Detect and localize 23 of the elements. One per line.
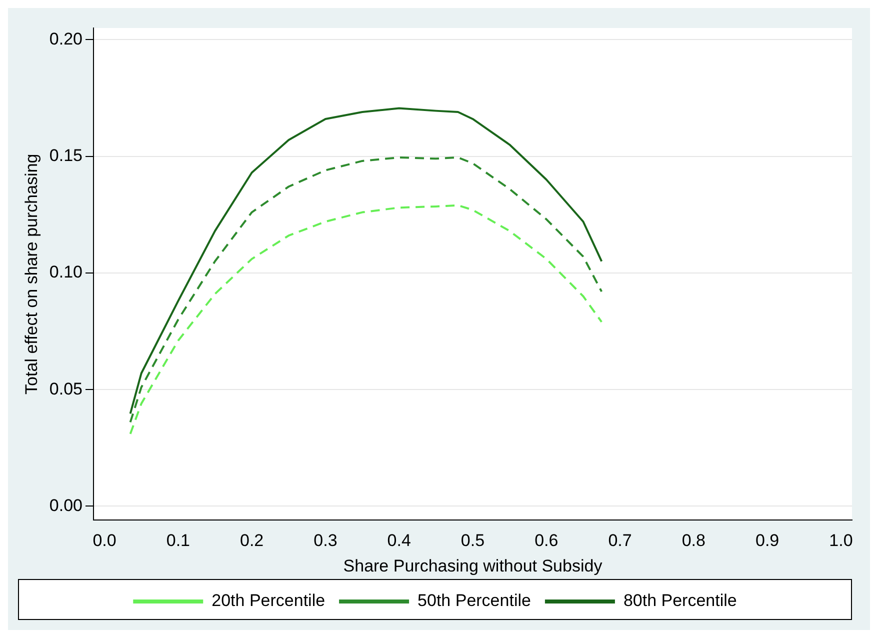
y-tick-label: 0.20 <box>49 29 82 48</box>
line-series <box>129 204 603 435</box>
x-tick-label: 0.1 <box>166 531 190 550</box>
x-tick-label: 1.0 <box>829 531 853 550</box>
legend-label: 20th Percentile <box>212 591 326 610</box>
x-tick-label: 0.3 <box>314 531 338 550</box>
x-tick-label: 0.4 <box>387 531 411 550</box>
x-tick-label: 0.7 <box>608 531 632 550</box>
x-tick-label: 0.9 <box>755 531 780 550</box>
y-tick-label: 0.05 <box>49 379 82 398</box>
x-tick-label: 0.0 <box>92 531 116 550</box>
y-tick-label: 0.00 <box>49 496 82 515</box>
x-tick-label: 0.2 <box>240 531 264 550</box>
legend-label: 50th Percentile <box>418 591 531 610</box>
x-axis-title: Share Purchasing without Subsidy <box>343 556 603 576</box>
line-series <box>129 156 603 424</box>
y-tick-label: 0.15 <box>49 146 82 165</box>
x-tick-label: 0.5 <box>460 531 485 550</box>
x-tick-label: 0.6 <box>534 531 558 550</box>
x-tick-label: 0.8 <box>682 531 706 550</box>
y-axis-title: Total effect on share purchasing <box>22 154 41 394</box>
legend-label: 80th Percentile <box>623 591 737 610</box>
y-tick-label: 0.10 <box>49 262 82 282</box>
